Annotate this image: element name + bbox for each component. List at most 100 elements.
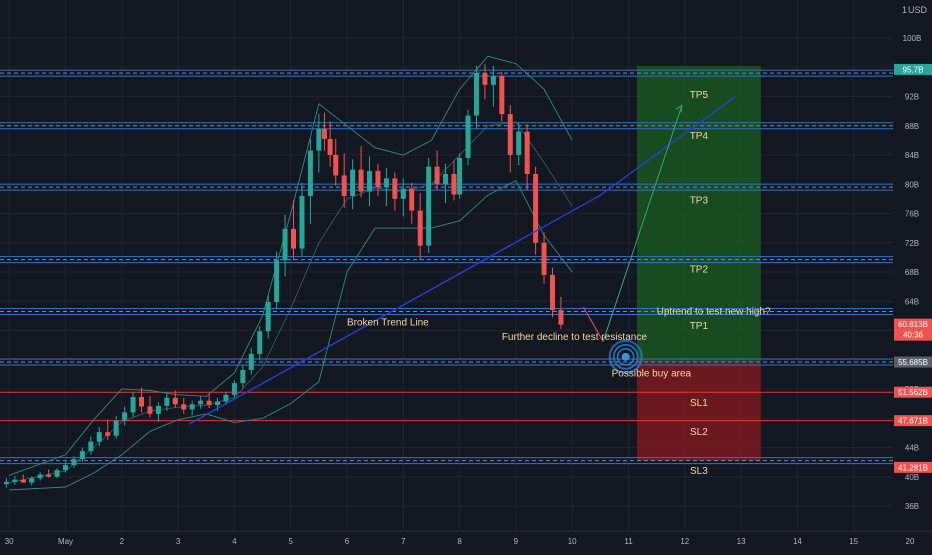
target-label-sl1: SL1 [690, 398, 708, 409]
candle-body [350, 169, 356, 196]
annotation-3: Possible buy area [612, 369, 692, 380]
candle-body [291, 228, 297, 249]
price-tick-label: 68B [905, 268, 919, 277]
price-badge [894, 356, 932, 368]
price-tick-label: 80B [905, 180, 919, 189]
uptrend-arrowhead [675, 104, 683, 113]
buy-target-center [621, 352, 630, 361]
price-badge-label: 60.813B [898, 320, 928, 329]
bollinger-lower [9, 179, 573, 491]
candle-body [3, 481, 9, 485]
price-badge [894, 461, 932, 473]
candle-body [155, 405, 161, 414]
candle-body [189, 404, 195, 410]
candle-body [451, 174, 457, 195]
candle-body [79, 451, 85, 460]
price-axis[interactable]: 100B96B92B88B84B80B76B72B68B64B60B56B52B… [893, 0, 932, 550]
target-label-tp1: TP1 [690, 321, 709, 332]
candle-body [473, 73, 479, 116]
price-tick-label: 92B [905, 93, 919, 102]
broken-trend-line[interactable] [189, 95, 736, 425]
candle-body [516, 131, 522, 155]
price-badge-countdown: 40:36 [903, 331, 924, 340]
decline-arrow [583, 306, 604, 342]
candle-body [63, 465, 68, 471]
candle-body [457, 157, 463, 195]
time-tick-label: 6 [345, 537, 350, 546]
candle-body [282, 228, 288, 261]
candle-body [443, 174, 449, 185]
candle-body [198, 400, 204, 405]
candle-body [490, 76, 496, 85]
candle-body [274, 260, 280, 302]
candle-body [400, 188, 406, 199]
target-label-tp2: TP2 [690, 265, 709, 276]
candle-body [172, 397, 178, 405]
target-labels: TP5 TP4 TP3 TP2 TP1 SL1 SL2 SL3 [690, 90, 709, 477]
uptrend-arrow[interactable] [602, 105, 683, 342]
trend-lines[interactable] [189, 95, 736, 425]
candle-body [54, 470, 60, 477]
candle-body [113, 420, 119, 436]
candle-body [482, 73, 488, 85]
candle-body [417, 210, 423, 246]
candle-body [307, 150, 313, 196]
price-tick-label: 40B [905, 473, 919, 482]
candle-body [383, 178, 389, 188]
annotations: Broken Trend Line Further decline to test… [347, 306, 771, 379]
candle-body [130, 397, 136, 413]
currency-label: USD [908, 5, 928, 15]
price-badge-label: 51.562B [898, 388, 928, 397]
candle-body [88, 441, 94, 452]
candle-body [333, 155, 339, 176]
price-tick-label: 64B [905, 297, 919, 306]
candle-body [327, 138, 333, 155]
target-label-tp5: TP5 [690, 90, 709, 101]
time-tick-label: 11 [624, 537, 633, 546]
candle-body [248, 353, 254, 370]
target-label-tp3: TP3 [690, 195, 709, 206]
time-tick-label: 2 [120, 537, 125, 546]
time-tick-label: 15 [849, 537, 858, 546]
candle-body [105, 432, 111, 436]
candle-body [367, 171, 373, 192]
time-axis[interactable]: 30 May 2 3 4 5 6 7 8 9 10 11 12 13 14 15 20 [0, 530, 932, 550]
price-badge [894, 318, 932, 341]
candle-body [533, 174, 539, 243]
loss-zone [636, 362, 761, 461]
horizontal-levels[interactable] [0, 69, 893, 465]
price-tick-label: 36B [905, 502, 919, 511]
candle-body [231, 383, 237, 395]
candle-body [181, 404, 187, 410]
candle-body [240, 369, 246, 384]
price-badge [894, 63, 932, 75]
bollinger-upper [9, 55, 573, 476]
buy-target-ring [608, 339, 643, 374]
candle-body [215, 401, 221, 406]
candle-body [206, 400, 212, 406]
annotation-0: Broken Trend Line [347, 317, 429, 328]
buy-target-ring [616, 348, 635, 366]
annotation-1: Further decline to test resistance [502, 332, 648, 343]
time-tick-label: 10 [568, 537, 577, 546]
candle-body [122, 412, 128, 421]
time-tick-label: 8 [457, 537, 462, 546]
candle-body [257, 331, 263, 354]
target-label-sl2: SL2 [690, 427, 708, 438]
candle-body [358, 169, 364, 192]
candle-body [426, 166, 432, 246]
time-tick-label: 13 [737, 537, 746, 546]
price-tick-label: 100B [903, 34, 922, 43]
time-tick-label: 4 [232, 537, 237, 546]
profit-zone [636, 65, 761, 363]
candle-body [558, 310, 564, 325]
candle-body [265, 301, 271, 332]
time-axis-background [0, 531, 932, 550]
annotation-2: Uptrend to test new high? [657, 306, 771, 317]
candles [3, 64, 564, 488]
candle-body [375, 171, 381, 188]
candle-body [164, 397, 170, 406]
